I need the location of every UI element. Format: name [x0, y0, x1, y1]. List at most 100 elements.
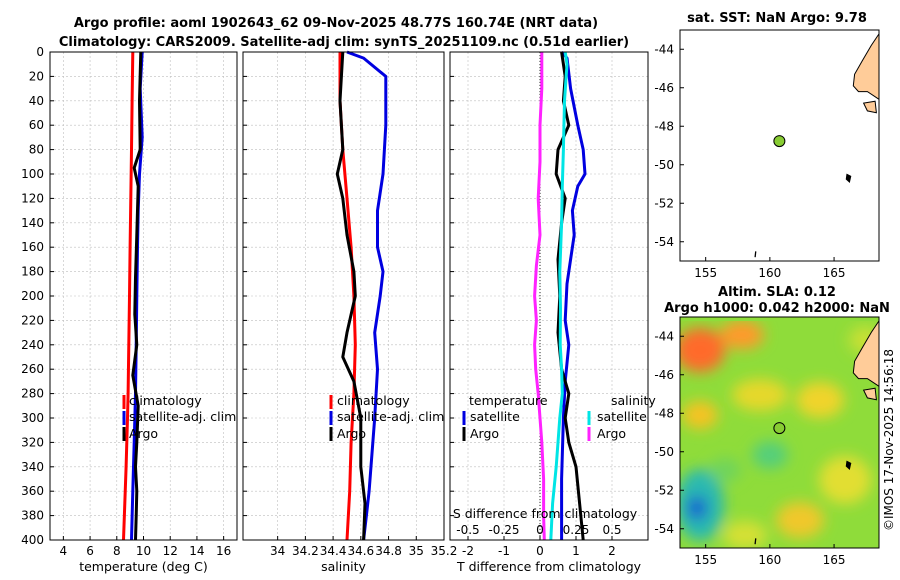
- y-tick-label: 360: [21, 484, 44, 498]
- series-line-s-satellite: [549, 51, 569, 541]
- legend-salinity-title: salinity: [611, 393, 656, 408]
- legend-argo-label: Argo: [129, 426, 158, 441]
- salinity-legend: climatology satellite-adj. clim Argo: [329, 393, 444, 441]
- y-tick-label: 20: [29, 69, 44, 83]
- x-tick-label: 4: [60, 544, 68, 558]
- x-tick-label: -2: [462, 544, 474, 558]
- map-x-tick-label: 155: [694, 553, 717, 567]
- sla-blob: [723, 521, 767, 548]
- series-line-s-argo: [533, 52, 546, 541]
- sla-blob: [682, 401, 718, 429]
- map-x-tick-label: 160: [758, 266, 781, 280]
- map-y-tick-label: -52: [654, 196, 674, 210]
- x-tick-label: 8: [113, 544, 121, 558]
- s-difference-tick-label: -0.25: [488, 523, 519, 537]
- x-tick-label: 16: [216, 544, 231, 558]
- x-tick-label: 0: [536, 544, 544, 558]
- map-frame: [679, 29, 880, 262]
- map-x-tick-label: 165: [823, 266, 846, 280]
- figure-title-line-1: Argo profile: aoml 1902643_62 09-Nov-202…: [74, 16, 598, 31]
- x-tick-label: 2: [608, 544, 616, 558]
- y-tick-label: 260: [21, 362, 44, 376]
- map-y-tick-label: -54: [654, 235, 674, 249]
- legend-argo-label: Argo: [337, 426, 366, 441]
- y-tick-label: 60: [29, 118, 44, 132]
- x-tick-label: 6: [86, 544, 94, 558]
- sla-blob: [796, 382, 844, 418]
- sla-blob: [732, 379, 788, 411]
- map-y-tick-label: -52: [654, 483, 674, 497]
- s-difference-tick-label: 0.5: [602, 523, 621, 537]
- difference-legend: temperature satellite Argo salinity sate…: [462, 393, 656, 441]
- x-tick-label: 1: [572, 544, 580, 558]
- legend-t-argo-label: Argo: [470, 426, 499, 441]
- sat-sst-map: 155 160 165 -44 -46 -48 -50 -52 -54: [654, 29, 880, 280]
- map-y-tick-label: -50: [654, 158, 674, 172]
- temperature-legend: climatology satellite-adj. clim Argo: [122, 393, 236, 441]
- auckland-islands: [845, 173, 852, 184]
- y-tick-label: 280: [21, 387, 44, 401]
- x-tick-label: 35.2: [431, 544, 458, 558]
- map-y-tick-label: -48: [654, 406, 674, 420]
- y-tick-label: 320: [21, 435, 44, 449]
- legend-satellite-label: satellite-adj. clim: [337, 409, 444, 424]
- legend-climatology-label: climatology: [129, 393, 202, 408]
- map-y-tick-label: -46: [654, 368, 674, 382]
- y-tick-label: 180: [21, 265, 44, 279]
- temperature-profile-panel: 4 6 8 10 12 14 1602040608010012014016018020022…: [21, 45, 238, 574]
- x-tick-label: 34.8: [375, 544, 402, 558]
- argo-profile-location: [773, 135, 786, 148]
- y-tick-label: 160: [21, 240, 44, 254]
- x-tick-label: 34: [270, 544, 285, 558]
- sla-anomaly-blobs: [680, 321, 879, 548]
- sla-blob: [819, 456, 871, 504]
- altim-sla-map: 155 160 165 -44 -46 -48 -50 -52 -54: [654, 316, 880, 567]
- sst-map-title: sat. SST: NaN Argo: 9.78: [687, 11, 867, 26]
- difference-profile-panel: -2 -1 0 1 2T difference from climatology: [449, 51, 649, 574]
- y-tick-label: 340: [21, 460, 44, 474]
- sla-blob: [752, 441, 788, 469]
- y-tick-label: 240: [21, 338, 44, 352]
- sla-blob: [687, 496, 707, 520]
- sla-map-title-line-1: Altim. SLA: 0.12: [718, 285, 836, 300]
- sla-blob: [776, 502, 824, 538]
- x-axis-label: temperature (deg C): [79, 559, 208, 574]
- y-tick-label: 140: [21, 216, 44, 230]
- sla-blob: [680, 328, 725, 372]
- y-tick-label: 100: [21, 167, 44, 181]
- macquarie-island: [754, 538, 757, 545]
- map-y-tick-label: -54: [654, 522, 674, 536]
- x-tick-label: 34.4: [320, 544, 347, 558]
- y-tick-label: 400: [21, 533, 44, 547]
- s-difference-tick-label: 0.25: [563, 523, 590, 537]
- x-tick-label: 34.6: [347, 544, 374, 558]
- sla-map-title-line-2: Argo h1000: 0.042 h2000: NaN: [664, 301, 890, 316]
- stewart-island: [862, 100, 877, 114]
- x-tick-label: 14: [189, 544, 204, 558]
- y-tick-label: 40: [29, 94, 44, 108]
- y-tick-label: 0: [36, 45, 44, 59]
- series-line-argo: [335, 51, 367, 541]
- map-y-tick-label: -44: [654, 329, 674, 343]
- x-axis-label: salinity: [321, 559, 366, 574]
- s-difference-tick-label: -0.5: [456, 523, 479, 537]
- map-x-tick-label: 155: [694, 266, 717, 280]
- auckland-islands: [845, 460, 852, 471]
- y-tick-label: 380: [21, 509, 44, 523]
- s-difference-axis-label: S difference from climatology: [453, 506, 638, 521]
- s-difference-tick-labels: -0.5 -0.25 0 0.25 0.5: [456, 523, 621, 537]
- x-tick-label: -1: [498, 544, 510, 558]
- map-y-tick-label: -46: [654, 81, 674, 95]
- y-tick-label: 220: [21, 313, 44, 327]
- legend-satellite-label: satellite-adj. clim: [129, 409, 236, 424]
- figure-title-line-2: Climatology: CARS2009. Satellite-adj cli…: [59, 35, 629, 50]
- salinity-profile-panel: 34 34.2 34.4 34.6 34.8 35 35.2 salinity: [242, 50, 458, 574]
- x-tick-label: 34.2: [292, 544, 319, 558]
- x-axis-label: T difference from climatology: [456, 559, 642, 574]
- y-tick-label: 80: [29, 143, 44, 157]
- stewart-island: [862, 387, 877, 401]
- y-tick-label: 120: [21, 191, 44, 205]
- x-tick-label: 35: [409, 544, 424, 558]
- series-line-satellite-adj-clim: [346, 50, 388, 541]
